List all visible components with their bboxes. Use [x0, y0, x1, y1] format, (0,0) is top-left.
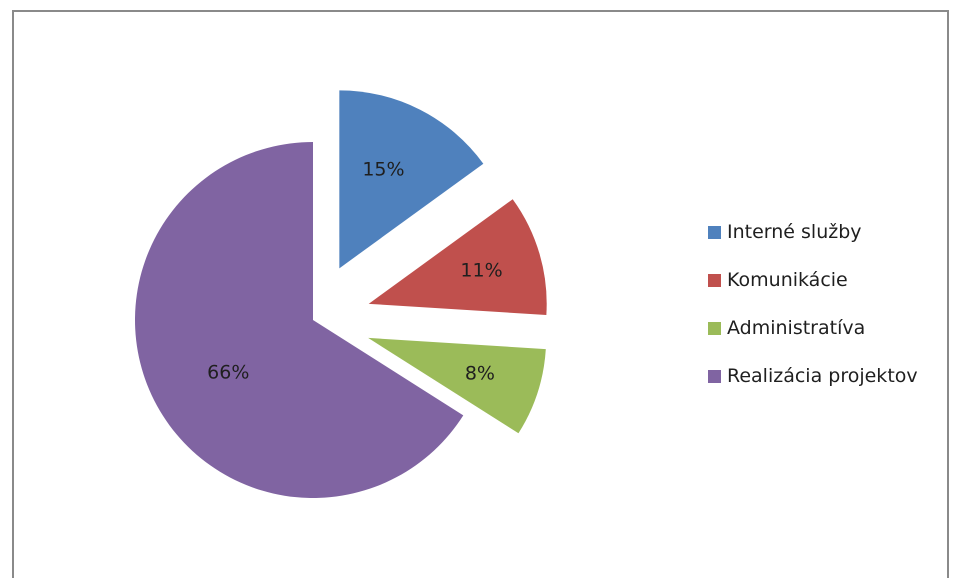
- legend-item-komunikacie: Komunikácie: [708, 263, 953, 297]
- slice-komunikacie: [368, 199, 547, 315]
- slice-label-realizacia-projektov: 66%: [207, 362, 249, 384]
- legend-swatch: [708, 321, 721, 335]
- legend-swatch: [708, 273, 721, 287]
- slice-label-komunikacie: 11%: [460, 260, 502, 282]
- legend-swatch: [708, 225, 721, 239]
- legend-label: Komunikácie: [727, 269, 848, 291]
- legend-label: Realizácia projektov: [727, 365, 918, 387]
- slice-label-administrativa: 8%: [465, 363, 495, 385]
- legend-swatch: [708, 369, 721, 383]
- legend-item-realizacia-projektov: Realizácia projektov: [708, 359, 953, 393]
- slice-label-interne-sluzby: 15%: [362, 158, 404, 180]
- legend-item-administrativa: Administratíva: [708, 311, 953, 345]
- slice-administrativa: [368, 337, 546, 434]
- slice-interne-sluzby: [339, 90, 484, 269]
- slice-realizacia-projektov: [134, 142, 464, 498]
- legend: Interné služby Komunikácie Administratív…: [708, 215, 953, 407]
- legend-label: Interné služby: [727, 221, 862, 243]
- legend-item-interne-sluzby: Interné služby: [708, 215, 953, 249]
- legend-label: Administratíva: [727, 317, 866, 339]
